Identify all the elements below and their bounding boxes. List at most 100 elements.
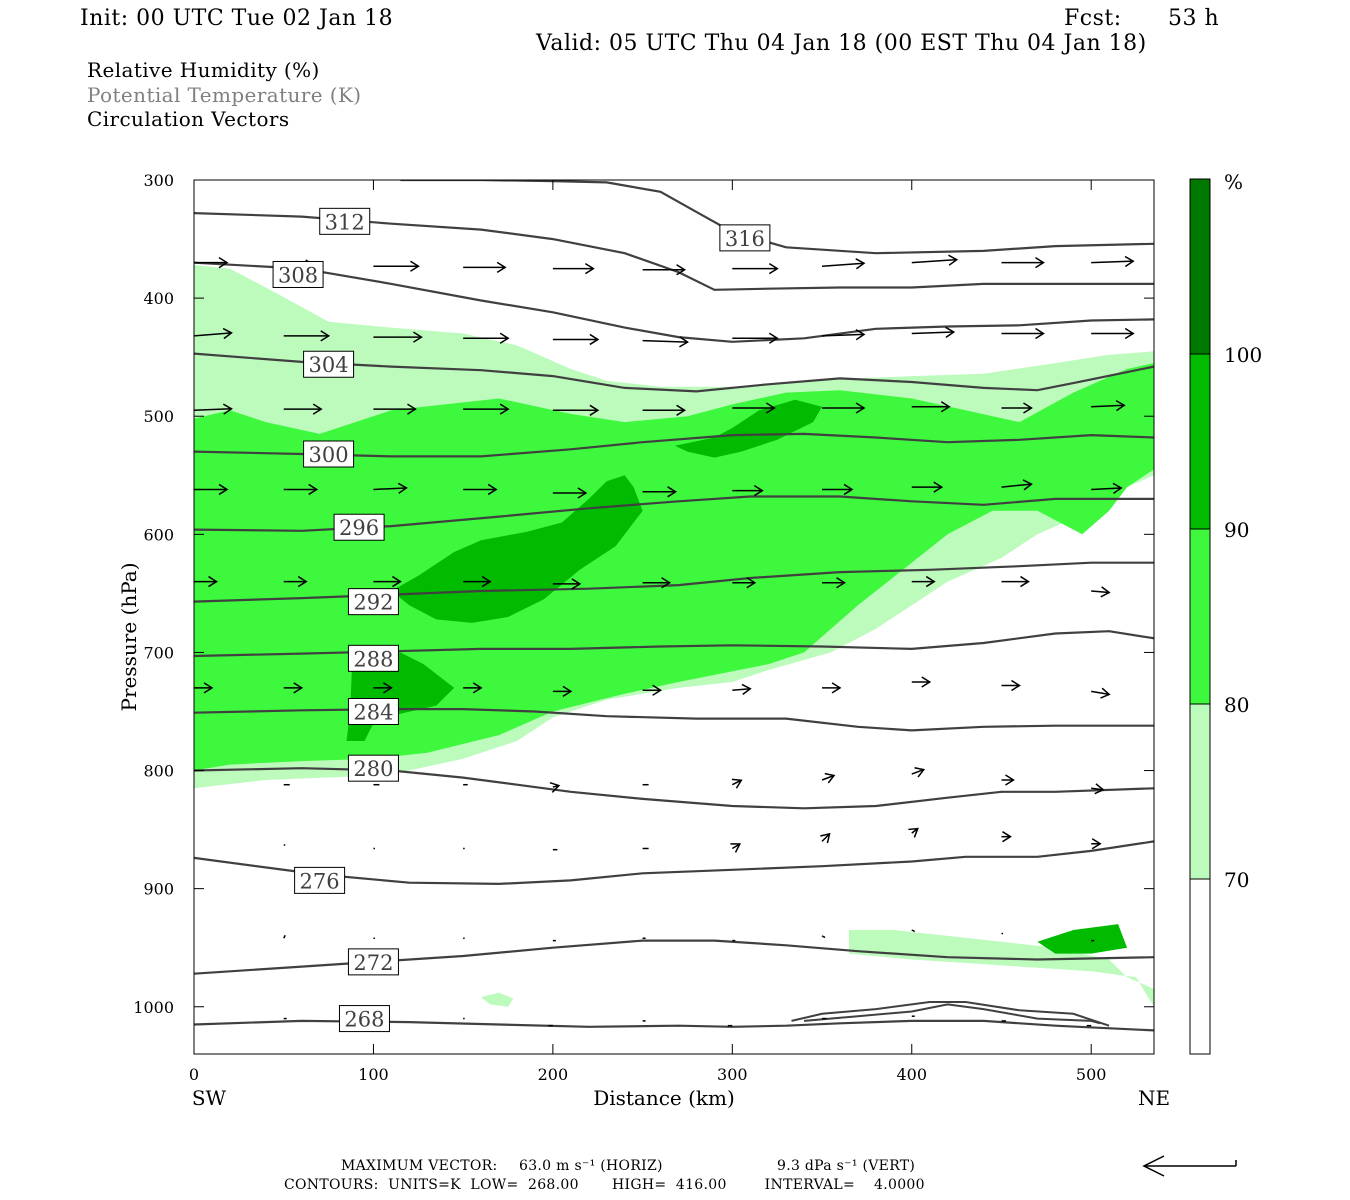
vector-arrow — [642, 264, 687, 276]
y-axis-label: Pressure (hPa) — [117, 563, 141, 712]
vector-arrow — [642, 684, 663, 696]
vector-arrow — [463, 575, 492, 588]
max-vector-horiz: 63.0 m s⁻¹ (HORIZ) — [519, 1158, 663, 1174]
vector-arrow — [1001, 831, 1012, 843]
theta-label-text: 280 — [353, 757, 393, 781]
theta-contour-276 — [194, 840, 1154, 886]
y-tick-label: 800 — [143, 762, 174, 781]
x-tick-label: 300 — [717, 1065, 748, 1084]
theta-contour-300 — [194, 432, 1154, 458]
vector-arrow — [911, 254, 959, 266]
vector-arrow — [1001, 479, 1033, 491]
x-axis-label: Distance (km) — [593, 1086, 735, 1110]
vector-arrow — [1091, 838, 1102, 850]
vector-arrow — [552, 685, 573, 698]
y-tick-label: 300 — [143, 171, 174, 190]
y-tick-label: 1000 — [133, 998, 174, 1017]
rh-region-90-100-5 — [1037, 924, 1128, 954]
theta-label-text: 268 — [344, 1008, 384, 1032]
theta-label-text: 288 — [353, 647, 393, 671]
vector-arrow — [822, 329, 866, 341]
plot-frame — [193, 179, 1155, 1055]
terrain-line-1 — [804, 1003, 1101, 1025]
vector-arrow — [194, 257, 229, 269]
vector-arrow — [1001, 257, 1045, 269]
vector-arrow — [732, 402, 776, 414]
colorbar-label: 100 — [1224, 343, 1262, 367]
vector-arrow — [821, 258, 866, 270]
vector-arrow — [732, 683, 752, 695]
colorbar-label: 70 — [1224, 868, 1249, 892]
vector-arrow — [463, 483, 498, 496]
theta-label-text: 300 — [309, 443, 349, 467]
field-rh-title: Relative Humidity (%) — [87, 58, 320, 82]
colorbar-label: 90 — [1224, 518, 1249, 542]
x-tick-label: 100 — [358, 1065, 389, 1084]
theta-contour-312 — [194, 212, 1154, 291]
vector-arrow — [1001, 679, 1021, 692]
theta-label-text: 312 — [325, 210, 365, 234]
vector-arrow — [642, 404, 687, 416]
vector-arrow — [1001, 402, 1033, 414]
vector-arrow — [373, 682, 393, 694]
theta-label-276: 276 — [294, 866, 346, 894]
theta-contour-280 — [194, 767, 1154, 810]
contours-info: CONTOURS: UNITS=K LOW= 268.00 HIGH= 416.… — [284, 1177, 925, 1193]
vector-arrow — [821, 935, 826, 939]
vector-arrow — [283, 934, 286, 939]
x-end-right-label: NE — [1138, 1086, 1170, 1110]
colorbar-unit: % — [1224, 170, 1243, 194]
colorbar: 70 80 90 100% — [1189, 170, 1262, 1055]
vector-arrow — [821, 772, 836, 784]
theta-label-300: 300 — [303, 440, 355, 468]
rh-shading — [194, 265, 1154, 1007]
theta-label-316: 316 — [719, 224, 771, 252]
x-tick-label: 200 — [538, 1065, 569, 1084]
vector-arrow — [730, 843, 742, 853]
vector-arrow — [463, 682, 483, 694]
vector-arrow — [911, 481, 944, 493]
vector-arrow — [732, 484, 764, 497]
theta-label-280: 280 — [347, 754, 399, 782]
theta-contour-304 — [194, 352, 1154, 393]
vector-arrow — [1091, 783, 1105, 795]
vector-arrow — [373, 403, 417, 415]
theta-label-text: 316 — [725, 227, 765, 251]
vector-arrow — [463, 403, 510, 415]
vector-arrow — [1091, 482, 1123, 494]
vector-arrow — [820, 832, 831, 844]
theta-label-text: 296 — [339, 516, 379, 540]
vector-arrow — [283, 483, 319, 496]
vector-arrow — [1091, 255, 1135, 268]
vector-arrow — [283, 682, 304, 694]
vector-arrow — [552, 487, 588, 499]
theta-label-text: 292 — [353, 591, 393, 615]
theta-label-312: 312 — [319, 207, 371, 235]
colorbar-segment — [1189, 878, 1211, 1055]
colorbar-label: 80 — [1224, 693, 1249, 717]
field-vectors-title: Circulation Vectors — [87, 107, 290, 131]
vector-arrow — [552, 333, 600, 346]
x-tick-label: 0 — [189, 1065, 199, 1084]
theta-label-268: 268 — [338, 1005, 390, 1033]
field-theta-title: Potential Temperature (K) — [87, 83, 362, 107]
theta-contour-308 — [194, 261, 1154, 343]
vector-arrow — [194, 575, 218, 588]
vector-arrow — [549, 781, 561, 793]
colorbar-segment — [1189, 528, 1211, 705]
vector-arrow — [194, 327, 233, 340]
max-vector-label: MAXIMUM VECTOR: — [341, 1158, 498, 1174]
theta-label-304: 304 — [303, 350, 355, 378]
vector-arrow — [194, 682, 214, 694]
vector-arrow — [732, 262, 779, 275]
forecast-label: Fcst: — [1064, 6, 1122, 31]
init-time: Init: 00 UTC Tue 02 Jan 18 — [80, 6, 394, 31]
y-tick-label: 400 — [143, 289, 174, 308]
theta-label-288: 288 — [347, 644, 399, 672]
theta-contour-316 — [400, 180, 1154, 255]
vector-arrow — [283, 575, 308, 588]
y-tick-label: 900 — [143, 880, 174, 899]
theta-label-text: 272 — [353, 951, 393, 975]
vector-arrow — [822, 682, 842, 694]
